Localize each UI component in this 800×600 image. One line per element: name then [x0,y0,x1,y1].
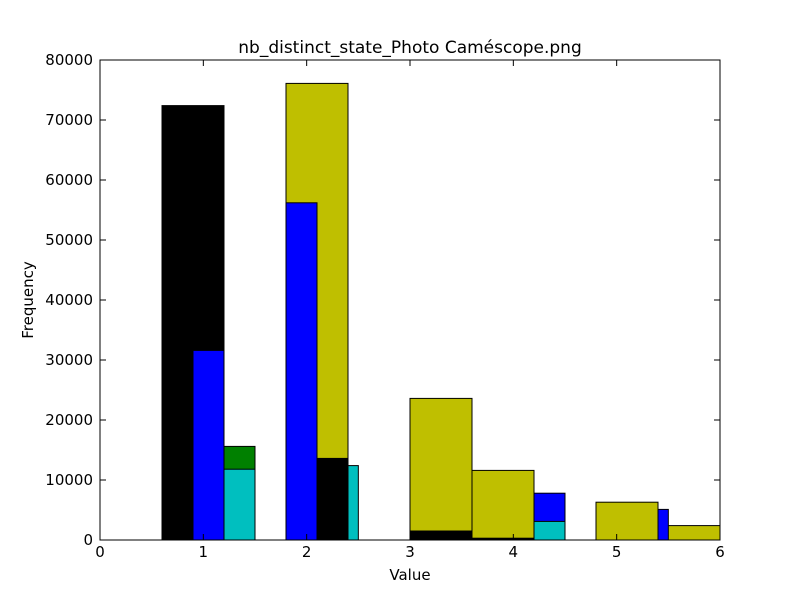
x-tick-label-0: 0 [95,543,105,561]
x-tick-label-5: 5 [612,543,622,561]
chart-title: nb_distinct_state_Photo Caméscope.png [238,38,582,58]
y-tick-label-5: 50000 [45,231,93,249]
x-tick-label-4: 4 [509,543,519,561]
y-tick-label-3: 30000 [45,351,93,369]
x-tick-label-2: 2 [302,543,312,561]
ticks-layer: 0 1 2 3 4 5 6 0 10000 20000 30000 40000 50000 60000 70… [45,51,724,561]
bar-series-2-bin-1 [285,202,318,541]
bar-series-0-bin-1 [409,397,473,541]
y-tick-label-6: 60000 [45,171,93,189]
y-tick-label-4: 40000 [45,291,93,309]
y-tick-label-2: 20000 [45,411,93,429]
y-tick-label-0: 0 [83,531,93,549]
bar-series-1-bin-1 [316,457,349,541]
x-axis-label: Value [389,566,430,584]
bar-series-4-bin-0 [223,468,256,541]
bars-layer [161,82,721,541]
x-tick-label-1: 1 [199,543,209,561]
bar-series-4-bin-1 [347,465,359,541]
x-tick-label-6: 6 [715,543,725,561]
bar-series-1-bin-2 [409,530,473,541]
plot-frame [99,59,721,541]
bar-series-0-bin-3 [595,501,659,541]
y-axis-label: Frequency [19,261,37,339]
y-tick-label-1: 10000 [45,471,93,489]
bar-series-2-bin-3 [657,508,669,541]
y-tick-label-7: 70000 [45,111,93,129]
x-tick-label-3: 3 [405,543,415,561]
bar-series-4-bin-2 [533,520,566,541]
bar-series-0-bin-2 [471,469,535,541]
y-tick-label-8: 80000 [45,51,93,69]
bar-series-2-bin-0 [192,349,225,541]
